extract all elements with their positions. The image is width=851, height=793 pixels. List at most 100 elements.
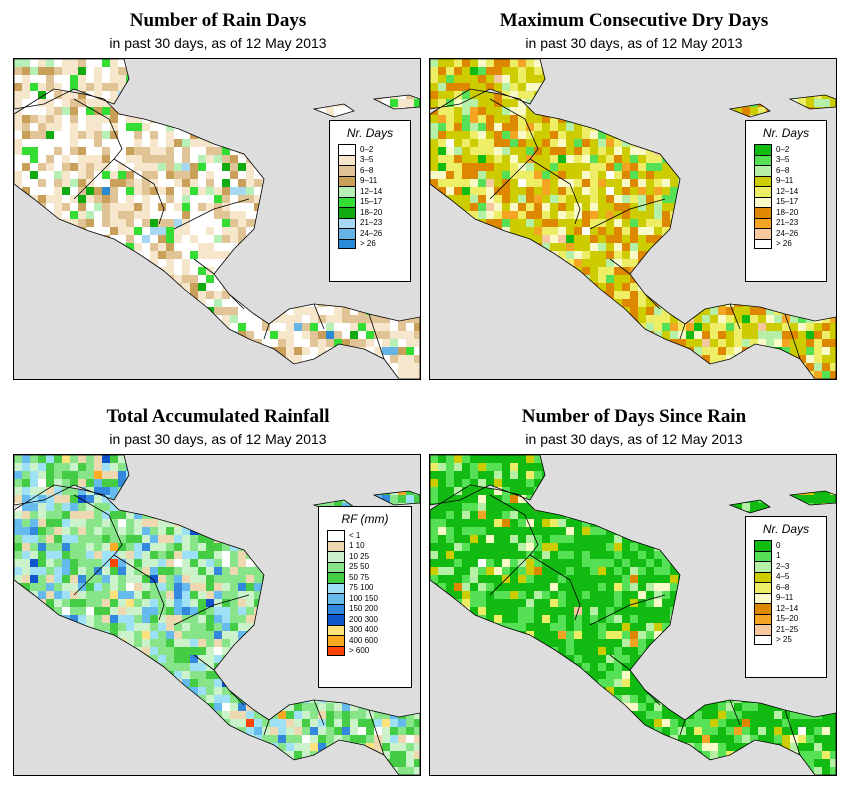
legend-label: 24–26 — [776, 228, 799, 238]
legend-swatch — [754, 571, 772, 582]
legend-swatch — [754, 175, 772, 186]
coastline — [728, 490, 836, 514]
legend-swatch — [754, 603, 772, 614]
legend-title: Nr. Days — [762, 126, 810, 140]
legend-label: 6–8 — [360, 165, 374, 175]
legend-item: 200 300 — [327, 614, 411, 625]
legend-swatch — [754, 540, 772, 551]
legend-swatch — [327, 645, 345, 656]
legend-swatch — [327, 624, 345, 635]
legend-item: 4–5 — [754, 571, 826, 582]
legend-item: 3–5 — [754, 154, 826, 165]
legend-label: 15–17 — [360, 197, 383, 207]
legend-item: 25 50 — [327, 561, 411, 572]
legend-item: 12–14 — [754, 186, 826, 197]
legend-label: > 26 — [360, 239, 376, 249]
legend-swatch — [754, 196, 772, 207]
legend: Nr. Days 0–2 3–5 6–8 9–11 12–14 15–17 18–20 21–… — [329, 120, 411, 282]
panel-subtitle: in past 30 days, as of 12 May 2013 — [109, 431, 327, 447]
country-borders — [489, 494, 801, 756]
legend-label: 1 10 — [349, 541, 365, 551]
legend-swatch — [754, 207, 772, 218]
legend-item: > 600 — [327, 645, 411, 656]
legend-title: RF (mm) — [341, 512, 389, 526]
legend-item: 21–23 — [338, 217, 410, 228]
legend-item: < 1 — [327, 530, 411, 541]
legend-label: 6–8 — [776, 582, 790, 592]
legend-label: 0–2 — [360, 144, 374, 154]
legend-label: 15–17 — [776, 197, 799, 207]
legend-swatch — [754, 634, 772, 645]
legend-label: 10 25 — [349, 551, 370, 561]
legend-label: 300 400 — [349, 625, 378, 635]
legend-title: Nr. Days — [762, 522, 810, 536]
legend-label: 0–2 — [776, 144, 790, 154]
legend-label: 100 150 — [349, 593, 378, 603]
legend-swatch — [327, 635, 345, 646]
legend-item: 18–20 — [338, 207, 410, 218]
legend-label: 21–25 — [776, 624, 799, 634]
legend-swatch — [754, 228, 772, 239]
map-days-since-rain — [429, 454, 837, 776]
panel-title: Number of Days Since Rain — [521, 406, 747, 427]
legend-item: 15–17 — [338, 196, 410, 207]
legend: Nr. Days 0 1 2–3 4–5 6–8 9–11 12–14 15–20 21–25 >… — [745, 516, 827, 678]
legend-label: > 26 — [776, 239, 792, 249]
legend-label: 50 75 — [349, 572, 370, 582]
legend-label: 12–14 — [360, 186, 383, 196]
legend-item: 100 150 — [327, 593, 411, 604]
legend-swatch — [327, 614, 345, 625]
legend-swatch — [327, 530, 345, 541]
legend-swatch — [754, 550, 772, 561]
legend-swatch — [754, 613, 772, 624]
legend-label: 12–14 — [776, 603, 799, 613]
legend-label: 21–23 — [360, 218, 383, 228]
map-grid — [430, 455, 836, 775]
map-grid — [430, 59, 836, 379]
legend-item: 1 10 — [327, 540, 411, 551]
legend-swatch — [754, 217, 772, 228]
legend-label: 200 300 — [349, 614, 378, 624]
legend-item: 50 75 — [327, 572, 411, 583]
coastline — [312, 94, 420, 118]
coastline — [430, 59, 836, 379]
legend-item: 0–2 — [754, 144, 826, 155]
legend-swatch — [338, 144, 356, 155]
legend-item: 21–23 — [754, 217, 826, 228]
legend-item: 24–26 — [754, 228, 826, 239]
legend-item: 1 — [754, 550, 826, 561]
legend-label: 6–8 — [776, 165, 790, 175]
legend-item: 0–2 — [338, 144, 410, 155]
legend-label: 25 50 — [349, 562, 370, 572]
legend-item: 2–3 — [754, 561, 826, 572]
legend-item: 6–8 — [754, 582, 826, 593]
panel-title: Maximum Consecutive Dry Days — [499, 10, 769, 31]
legend-label: 12–14 — [776, 186, 799, 196]
legend-swatch — [754, 561, 772, 572]
coastline — [14, 59, 420, 379]
legend-swatch — [327, 561, 345, 572]
legend-label: 150 200 — [349, 604, 378, 614]
legend-swatch — [327, 593, 345, 604]
panel-subtitle: in past 30 days, as of 12 May 2013 — [525, 35, 743, 51]
legend-item: 6–8 — [754, 165, 826, 176]
legend-label: 75 100 — [349, 583, 374, 593]
legend-item: 0 — [754, 540, 826, 551]
legend-item: 6–8 — [338, 165, 410, 176]
legend-item: 12–14 — [338, 186, 410, 197]
legend-item: 9–11 — [338, 175, 410, 186]
legend-swatch — [327, 582, 345, 593]
legend-swatch — [754, 144, 772, 155]
legend-item: > 26 — [754, 238, 826, 249]
legend-label: 1 — [776, 551, 781, 561]
legend-item: 10 25 — [327, 551, 411, 562]
legend-label: 4–5 — [776, 572, 790, 582]
panel-subtitle: in past 30 days, as of 12 May 2013 — [525, 431, 743, 447]
panel-title: Number of Rain Days — [129, 10, 307, 31]
legend-item: 15–17 — [754, 196, 826, 207]
legend-swatch — [338, 165, 356, 176]
legend-label: 9–11 — [360, 176, 378, 186]
legend-label: 3–5 — [360, 155, 374, 165]
country-borders — [489, 98, 801, 360]
